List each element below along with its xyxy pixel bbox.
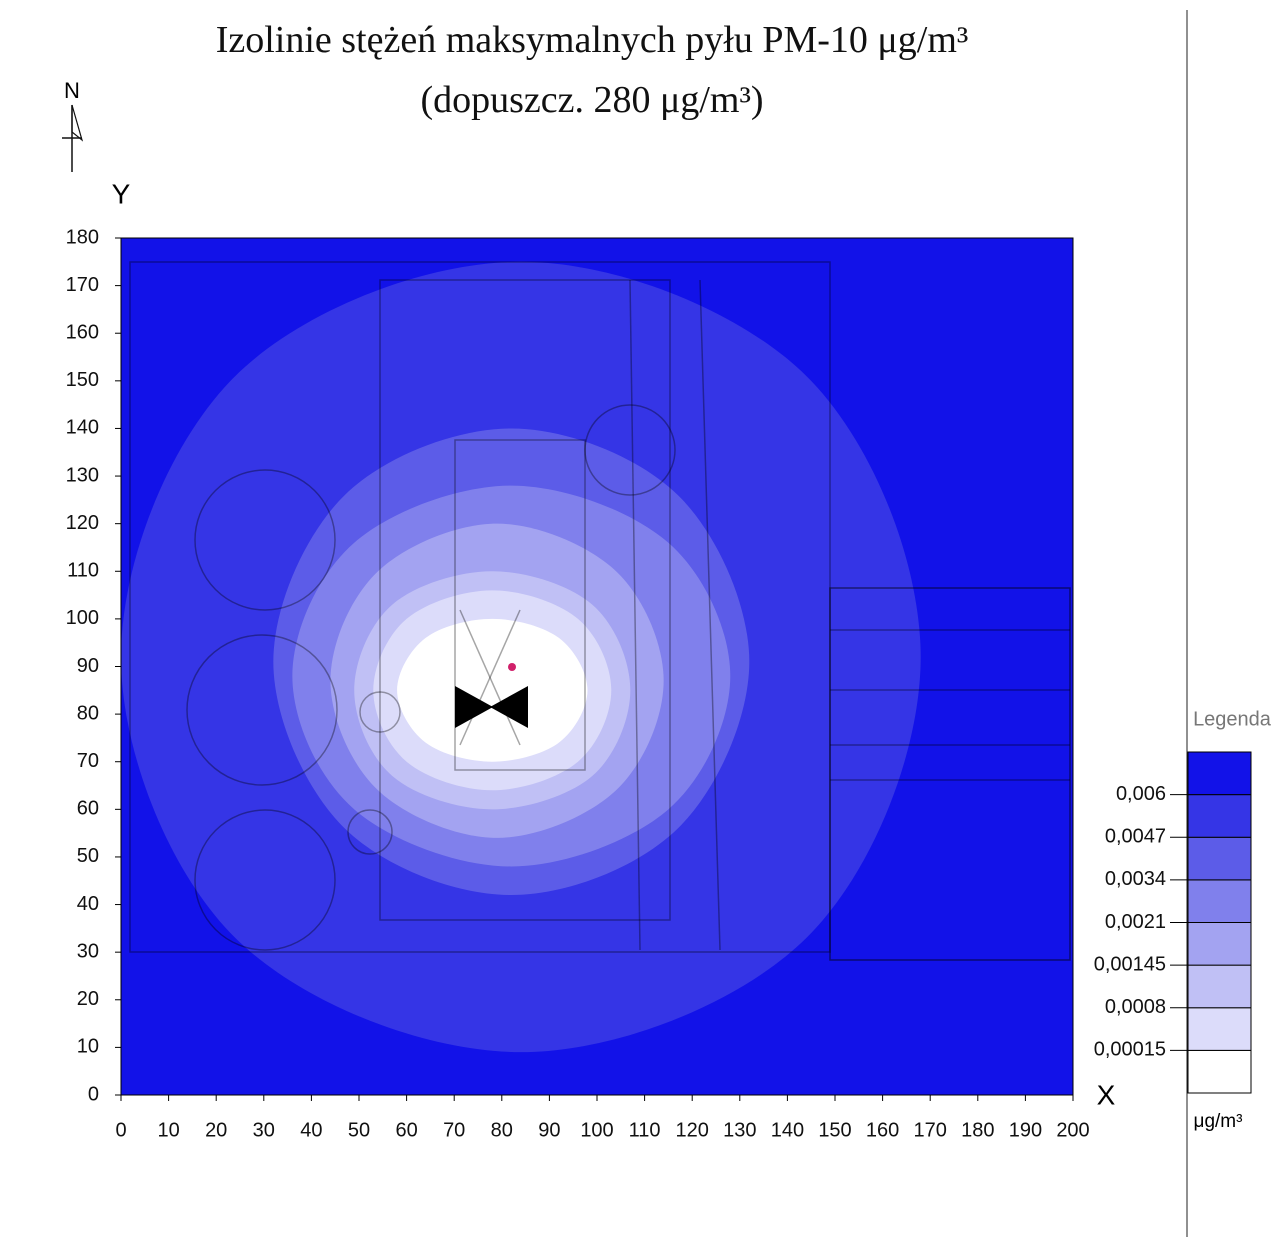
chart: Izolinie stężeń maksymalnych pyłu PM-10 …: [0, 0, 1279, 1237]
x-tick-label: 190: [1009, 1119, 1042, 1141]
x-tick-label: 60: [395, 1119, 417, 1141]
legend-band: [1188, 752, 1251, 795]
x-tick-label: 140: [771, 1119, 804, 1141]
y-tick-label: 150: [66, 369, 99, 391]
legend-label: 0,0021: [1105, 911, 1166, 933]
y-tick-label: 130: [66, 464, 99, 486]
y-tick-label: 70: [77, 750, 99, 772]
x-tick-label: 170: [914, 1119, 947, 1141]
legend-band: [1188, 795, 1251, 838]
legend-band: [1188, 837, 1251, 880]
y-tick-label: 110: [67, 560, 99, 582]
y-tick-label: 160: [66, 322, 99, 344]
plot-area: [121, 238, 1073, 1095]
legend-band: [1188, 923, 1251, 966]
y-tick-label: 30: [77, 940, 99, 962]
legend-band: [1188, 1050, 1251, 1093]
x-tick-label: 80: [491, 1119, 513, 1141]
legend-label: 0,006: [1116, 783, 1166, 805]
legend-band: [1188, 880, 1251, 923]
y-tick-label: 80: [77, 702, 99, 724]
y-tick-label: 60: [77, 798, 99, 820]
chart-subtitle: (dopuszcz. 280 μg/m³): [420, 79, 763, 121]
y-tick-label: 0: [88, 1083, 99, 1105]
legend-label: 0,0034: [1105, 868, 1166, 890]
y-tick-label: 50: [77, 845, 99, 867]
x-tick-label: 110: [629, 1119, 661, 1141]
north-label: N: [64, 78, 80, 103]
y-tick-label: 140: [66, 417, 99, 439]
y-tick-label: 40: [77, 893, 99, 915]
y-tick-label: 90: [77, 655, 99, 677]
y-tick-label: 180: [66, 226, 99, 248]
x-tick-label: 0: [115, 1119, 126, 1141]
legend-label: 0,0008: [1105, 996, 1166, 1018]
legend-band: [1188, 1008, 1251, 1051]
legend-label: 0,00145: [1094, 953, 1166, 975]
x-tick-label: 180: [961, 1119, 994, 1141]
y-tick-label: 120: [66, 512, 99, 534]
x-tick-label: 130: [723, 1119, 756, 1141]
x-axis-label: X: [1097, 1079, 1116, 1110]
x-tick-label: 200: [1056, 1119, 1089, 1141]
x-tick-label: 150: [818, 1119, 851, 1141]
x-tick-label: 120: [676, 1119, 709, 1141]
legend-label: 0,0047: [1105, 826, 1166, 848]
x-tick-label: 50: [348, 1119, 370, 1141]
x-tick-label: 10: [157, 1119, 179, 1141]
x-tick-label: 90: [538, 1119, 560, 1141]
y-tick-label: 100: [66, 607, 99, 629]
legend-band: [1188, 965, 1251, 1008]
x-tick-label: 100: [580, 1119, 613, 1141]
y-tick-label: 20: [77, 988, 99, 1010]
y-tick-label: 170: [66, 274, 99, 296]
x-tick-label: 160: [866, 1119, 899, 1141]
x-tick-label: 40: [300, 1119, 322, 1141]
chart-title: Izolinie stężeń maksymalnych pyłu PM-10 …: [216, 19, 969, 61]
y-tick-label: 10: [77, 1036, 99, 1058]
legend-title: Legenda: [1193, 708, 1272, 730]
source-point: [508, 663, 516, 671]
legend-unit: μg/m³: [1194, 1111, 1243, 1132]
contour-region: [397, 619, 587, 762]
x-tick-label: 30: [253, 1119, 275, 1141]
legend-label: 0,00015: [1094, 1039, 1166, 1061]
y-axis-label: Y: [112, 178, 131, 209]
x-tick-label: 70: [443, 1119, 465, 1141]
x-tick-label: 20: [205, 1119, 227, 1141]
